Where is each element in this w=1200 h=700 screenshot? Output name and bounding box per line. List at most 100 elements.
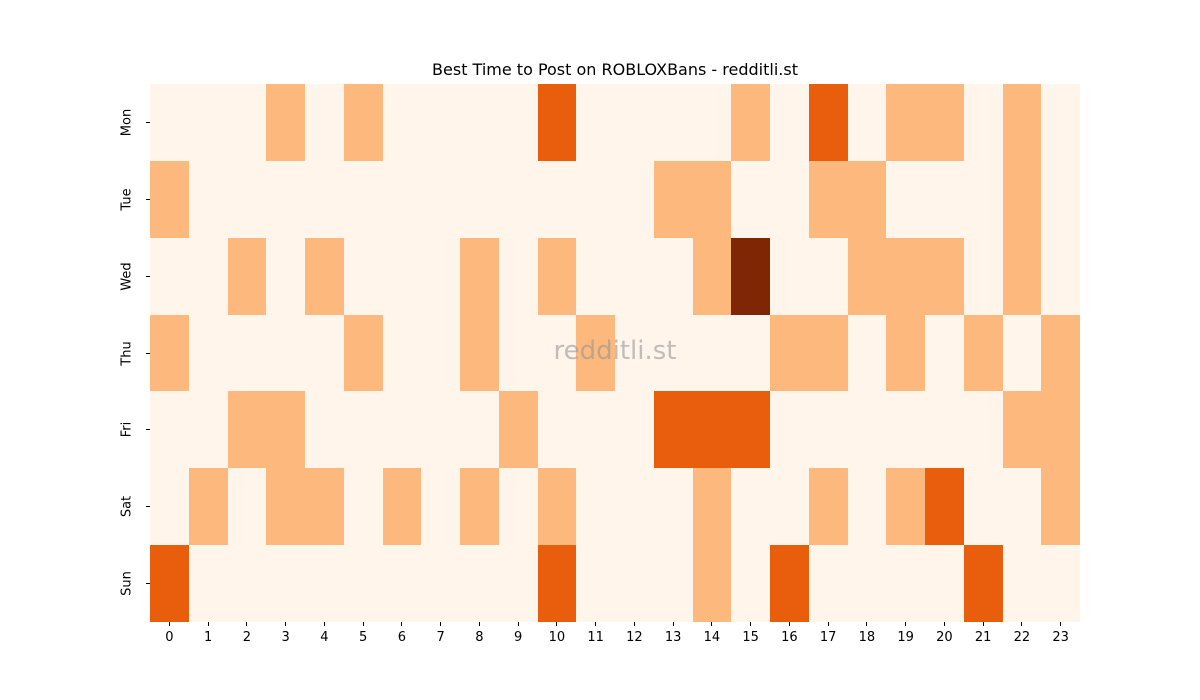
heatmap-cell <box>382 314 422 392</box>
x-tick-text: 17 <box>819 630 837 645</box>
y-tick-label: Sat <box>112 496 150 517</box>
heatmap-cell <box>460 314 499 392</box>
x-tick-text: 4 <box>320 630 329 645</box>
x-tick-mark <box>827 622 829 626</box>
heatmap-cell <box>653 468 693 546</box>
heatmap-cell <box>305 160 344 238</box>
heatmap-cell <box>808 545 848 622</box>
heatmap-cell <box>460 391 499 469</box>
x-tick-mark <box>943 622 945 626</box>
heatmap-cell <box>227 391 267 469</box>
heatmap-cell <box>1041 391 1080 469</box>
heatmap-cell <box>498 314 538 392</box>
heatmap-cell <box>808 84 848 161</box>
heatmap-cell <box>1002 84 1042 161</box>
heatmap-cell <box>615 160 654 238</box>
heatmap-cell <box>963 160 1003 238</box>
heatmap-cell <box>188 237 228 315</box>
heatmap-cell <box>537 84 577 161</box>
x-tick-text: 10 <box>548 630 566 645</box>
x-tick-mark <box>556 622 558 626</box>
x-tick-label: 11 <box>581 622 611 645</box>
heatmap-cell <box>421 468 460 546</box>
y-tick-mark <box>146 352 150 354</box>
x-tick-label: 14 <box>697 622 727 645</box>
heatmap-cell <box>188 391 228 469</box>
heatmap-cell <box>421 237 460 315</box>
x-tick-mark <box>246 622 248 626</box>
heatmap-cell <box>731 391 770 469</box>
heatmap-cell <box>692 160 732 238</box>
heatmap-cell <box>731 545 770 622</box>
y-tick-text: Sat <box>119 496 135 518</box>
y-tick-mark <box>146 198 150 200</box>
heatmap-cell <box>1041 237 1080 315</box>
heatmap-cell <box>770 468 809 546</box>
heatmap-cell <box>1002 237 1042 315</box>
heatmap-cell <box>615 391 654 469</box>
y-tick-label: Tue <box>112 188 150 210</box>
x-tick-label: 5 <box>348 622 378 645</box>
heatmap-cell <box>1002 160 1042 238</box>
heatmap-cell <box>925 84 964 161</box>
x-tick-label: 0 <box>154 622 184 645</box>
heatmap-cell <box>305 314 344 392</box>
x-tick-text: 13 <box>664 630 682 645</box>
x-tick-label: 10 <box>542 622 572 645</box>
y-tick-text: Fri <box>119 422 135 438</box>
y-tick-text: Wed <box>119 261 135 291</box>
heatmap-cell <box>963 468 1003 546</box>
heatmap-cell <box>963 545 1003 622</box>
x-tick-label: 6 <box>387 622 417 645</box>
x-tick-text: 6 <box>397 630 407 645</box>
x-tick-mark <box>788 622 790 626</box>
heatmap-cell <box>343 468 383 546</box>
heatmap-cell <box>731 84 770 161</box>
x-tick-label: 4 <box>309 622 339 645</box>
heatmap-cell <box>576 545 615 622</box>
x-tick-label: 22 <box>1007 622 1037 645</box>
y-tick-text: Mon <box>119 108 135 137</box>
heatmap-cell <box>421 160 460 238</box>
heatmap-cell <box>537 468 577 546</box>
x-tick-mark <box>285 622 287 626</box>
heatmap-cell <box>382 391 422 469</box>
x-tick-mark <box>750 622 752 626</box>
x-tick-label: 2 <box>232 622 262 645</box>
heatmap-cell <box>1041 468 1080 546</box>
heatmap-cell <box>886 314 925 392</box>
x-tick-label: 21 <box>968 622 998 645</box>
y-tick-label: Wed <box>112 262 150 290</box>
heatmap-cell <box>1041 84 1080 161</box>
y-tick-mark <box>146 275 150 277</box>
x-tick-label: 17 <box>813 622 843 645</box>
heatmap-cell <box>498 160 538 238</box>
heatmap-cell <box>615 314 654 392</box>
heatmap-cell <box>886 237 925 315</box>
x-tick-label: 20 <box>929 622 959 645</box>
heatmap-cell <box>382 237 422 315</box>
heatmap-cell <box>847 545 887 622</box>
x-tick-label: 13 <box>658 622 688 645</box>
heatmap-cell <box>188 545 228 622</box>
heatmap-cell <box>692 468 732 546</box>
heatmap-cell <box>692 545 732 622</box>
heatmap-cell <box>266 84 305 161</box>
heatmap-cell <box>343 545 383 622</box>
x-tick-mark <box>323 622 325 626</box>
heatmap-cell <box>925 391 964 469</box>
heatmap-cell <box>421 391 460 469</box>
x-tick-label: 18 <box>852 622 882 645</box>
x-tick-label: 1 <box>193 622 223 645</box>
y-tick-label: Mon <box>112 109 150 136</box>
heatmap-cell <box>886 160 925 238</box>
heatmap-cell <box>382 468 422 546</box>
heatmap-cell <box>1041 545 1080 622</box>
x-tick-text: 2 <box>242 630 252 645</box>
y-axis: Mon Tue Wed Thu Fri Sat Sun <box>100 84 150 622</box>
heatmap-cell <box>1002 391 1042 469</box>
heatmap-cell <box>460 237 499 315</box>
x-tick-text: 20 <box>936 630 953 645</box>
x-tick-text: 16 <box>781 630 798 645</box>
heatmap-cell <box>266 391 305 469</box>
